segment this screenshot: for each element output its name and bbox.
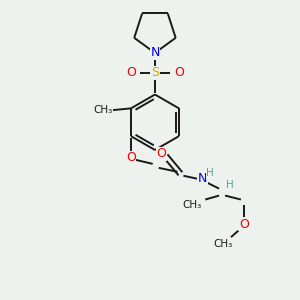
Text: O: O: [239, 218, 249, 231]
Text: N: N: [150, 46, 160, 59]
Text: H: H: [226, 180, 234, 190]
Text: O: O: [157, 148, 166, 160]
Text: CH₃: CH₃: [213, 239, 233, 249]
Text: N: N: [198, 172, 207, 185]
Text: O: O: [126, 152, 136, 164]
Text: H: H: [206, 168, 214, 178]
Text: CH₃: CH₃: [94, 105, 113, 116]
Text: S: S: [151, 66, 159, 79]
Text: CH₃: CH₃: [183, 200, 202, 211]
Text: O: O: [126, 66, 136, 79]
Text: O: O: [174, 66, 184, 79]
